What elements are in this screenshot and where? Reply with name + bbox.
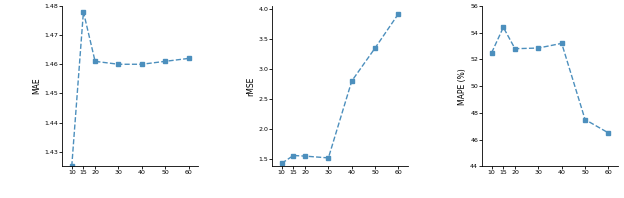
Y-axis label: rMSE: rMSE <box>246 76 256 96</box>
Y-axis label: MAPE (%): MAPE (%) <box>459 68 467 105</box>
Y-axis label: MAE: MAE <box>32 78 42 94</box>
